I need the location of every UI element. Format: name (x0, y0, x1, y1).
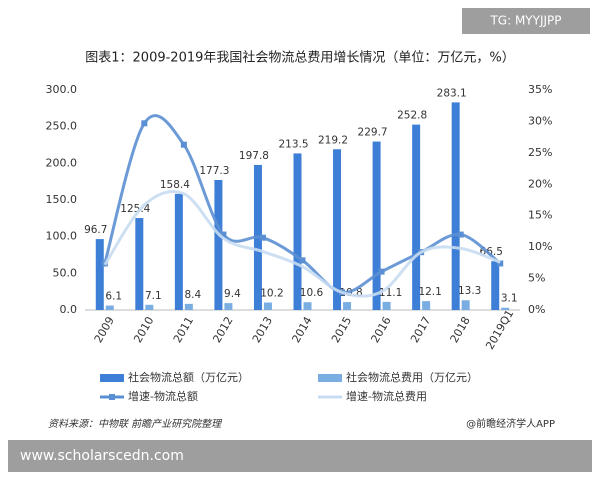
x-tick-label: 2015 (329, 314, 354, 345)
bar (135, 218, 144, 310)
x-tick-label: 2010 (131, 314, 156, 345)
watermark: www.scholarscedn.com (20, 448, 184, 464)
bar (303, 302, 312, 310)
y2-tick-label: 10% (528, 240, 552, 253)
bar (451, 102, 460, 310)
y-tick-label: 250.0 (46, 120, 78, 133)
bar (105, 305, 114, 310)
marker (457, 231, 464, 238)
bar (343, 302, 352, 310)
x-tick-label: 2017 (408, 314, 433, 345)
x-tick-label: 2016 (369, 314, 394, 345)
y2-tick-label: 20% (528, 177, 552, 190)
legend-label: 社会物流总额（万亿元） (128, 370, 249, 384)
line (103, 189, 501, 298)
data-label: 8.4 (185, 289, 202, 301)
x-tick-label: 2014 (289, 314, 314, 345)
legend-swatch (318, 374, 342, 382)
data-label: 3.1 (501, 293, 518, 305)
y2-tick-label: 30% (528, 114, 552, 127)
marker (378, 268, 385, 275)
legend-swatch (109, 394, 115, 400)
bar (224, 303, 233, 310)
bar (263, 302, 272, 310)
bar (145, 304, 154, 310)
data-label: 229.7 (358, 127, 388, 139)
data-label: 9.4 (224, 288, 241, 300)
x-tick-label: 2011 (171, 314, 196, 345)
marker (259, 234, 266, 241)
data-label: 158.4 (160, 179, 190, 191)
legend-label: 增速-物流总费用 (346, 389, 427, 403)
data-label: 213.5 (278, 138, 308, 150)
bar (214, 179, 223, 310)
bar (95, 239, 104, 310)
x-tick-label: 2013 (250, 314, 275, 345)
data-label: 12.1 (418, 286, 441, 298)
bar (184, 303, 193, 310)
x-tick-label: 2009 (92, 314, 117, 345)
y-tick-label: 300.0 (46, 83, 78, 96)
data-label: 197.8 (239, 150, 269, 162)
legend-label: 社会物流总费用（万亿元） (346, 370, 478, 384)
bar (293, 153, 302, 310)
credit: @前瞻经济学人APP (466, 417, 555, 430)
y2-tick-label: 0% (528, 303, 545, 316)
bar (372, 141, 381, 310)
data-label: 283.1 (437, 87, 467, 99)
data-label: 10.6 (300, 287, 324, 299)
data-label: 6.1 (105, 291, 122, 303)
bar (412, 124, 421, 310)
bar (382, 301, 391, 310)
watermark-bar (8, 440, 592, 472)
x-tick-label: 2019Q1 (483, 308, 516, 352)
x-tick-label: 2012 (210, 314, 235, 345)
data-label: 13.3 (458, 285, 481, 297)
data-label: 96.7 (84, 224, 107, 236)
bar (422, 301, 431, 310)
data-label: 252.8 (397, 110, 427, 122)
data-label: 10.2 (260, 288, 283, 300)
bar (491, 261, 500, 310)
chart-title: 图表1：2009-2019年我国社会物流总费用增长情况（单位：万亿元，%） (85, 50, 514, 66)
y-tick-label: 0.0 (60, 303, 78, 316)
y2-tick-label: 15% (528, 209, 552, 222)
marker (141, 120, 148, 127)
data-label: 219.2 (318, 134, 348, 146)
bar (333, 149, 342, 310)
bar (501, 307, 510, 310)
x-tick-label: 2018 (448, 314, 473, 345)
data-label: 177.3 (199, 165, 229, 177)
bar (461, 300, 470, 310)
legend-label: 增速-物流总额 (128, 389, 198, 403)
y2-tick-label: 5% (528, 272, 545, 285)
y2-tick-label: 25% (528, 146, 552, 159)
legend-swatch (100, 374, 124, 382)
marker (220, 231, 227, 238)
watermark-box (462, 8, 590, 34)
watermark: TG: MYYJJPP (489, 14, 561, 28)
y-tick-label: 150.0 (46, 193, 78, 206)
y-tick-label: 100.0 (46, 230, 78, 243)
marker (497, 260, 504, 267)
source: 资料来源：中物联 前瞻产业研究院整理 (48, 418, 223, 430)
bar (174, 193, 183, 310)
marker (180, 141, 187, 148)
marker (299, 257, 306, 264)
y2-tick-label: 35% (528, 83, 552, 96)
y-tick-label: 200.0 (46, 156, 78, 169)
y-tick-label: 50.0 (53, 266, 78, 279)
data-label: 7.1 (145, 290, 162, 302)
